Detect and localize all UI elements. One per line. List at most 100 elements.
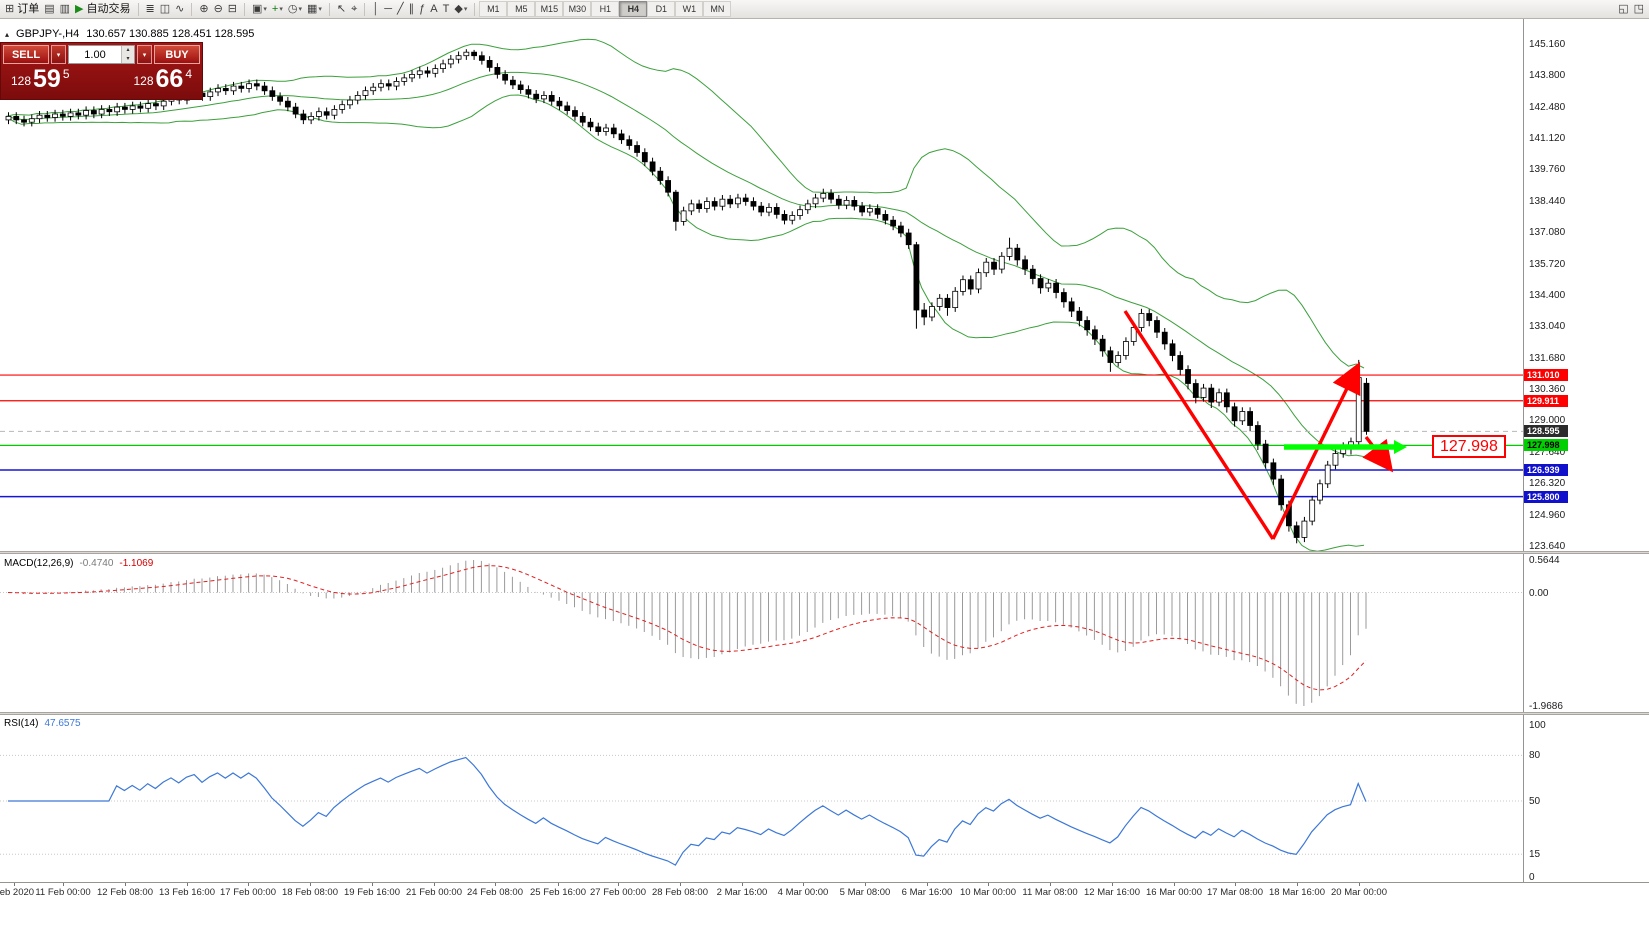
trendline-icon[interactable]: ╱ (395, 2, 406, 17)
buy-price-prefix: 128 (133, 74, 154, 88)
time-tick (988, 883, 989, 886)
periods-icon[interactable]: ◷ ▾ (286, 2, 304, 17)
volume-input[interactable]: 1.00 ▴ ▾ (68, 45, 135, 64)
price-axis-label: 134.400 (1529, 290, 1566, 301)
price-badge-bid: 128.595 (1524, 425, 1568, 437)
dropdown-caret-icon: ▾ (318, 5, 322, 13)
time-tick (618, 883, 619, 886)
horizontal-line-icon[interactable]: ─ (382, 2, 394, 17)
time-axis-label: 11 Mar 08:00 (1022, 887, 1078, 898)
timeframe-button-m5[interactable]: M5 (507, 1, 536, 17)
macd-main-value: -0.4740 (79, 558, 114, 569)
chart-shift-icon: ◱ (1618, 2, 1629, 15)
dropdown-caret-icon: ▾ (463, 5, 468, 13)
volume-value[interactable]: 1.00 (84, 48, 106, 61)
time-tick (1235, 883, 1236, 886)
timeframe-button-d1[interactable]: D1 (647, 1, 676, 17)
macd-axis-label: -1.9686 (1529, 701, 1563, 712)
line-chart-icon[interactable]: ∿ (173, 2, 186, 17)
sell-button[interactable]: SELL (3, 45, 49, 64)
zoom-out-icon[interactable]: ⊖ (212, 2, 225, 17)
timeframe-button-w1[interactable]: W1 (675, 1, 704, 17)
autotrading-button[interactable]: ▶ 自动交易 (73, 2, 132, 17)
time-tick (63, 883, 64, 886)
symbol-period: GBPJPY-,H4 (16, 28, 80, 40)
equidistant-channel-icon: ∥ (408, 2, 415, 15)
toolbar-separator (328, 2, 330, 16)
new-order-button[interactable]: ⊞ 订单 (3, 2, 41, 17)
buy-dropdown-icon[interactable]: ▾ (137, 45, 152, 64)
timeframe-button-m1[interactable]: M1 (479, 1, 508, 17)
time-axis-label: 13 Feb 16:00 (159, 887, 215, 898)
time-axis-label: 5 Mar 08:00 (839, 887, 891, 898)
price-axis-label: 131.680 (1529, 353, 1566, 364)
macd-axis-label: 0.5644 (1529, 555, 1560, 566)
time-axis-label: Feb 2020 (0, 887, 35, 898)
spin-up-icon[interactable]: ▴ (122, 46, 134, 55)
sell-dropdown-icon[interactable]: ▾ (51, 45, 66, 64)
text-label-icon[interactable]: T (441, 2, 452, 17)
new-chart-icon[interactable]: ▣ ▾ (250, 2, 269, 17)
rsi-panel-separator[interactable] (0, 712, 1649, 715)
support-price-callout[interactable]: 127.998 (1432, 435, 1506, 458)
one-click-toggle-icon[interactable]: ▴ (5, 29, 10, 39)
volume-stepper[interactable]: ▴ ▾ (121, 46, 134, 63)
chart-shift-icon[interactable]: ◱ (1616, 2, 1630, 17)
price-axis[interactable]: 145.160 143.800 142.480 141.120 139.760 138.4… (1523, 19, 1649, 883)
spin-down-icon[interactable]: ▾ (122, 54, 134, 63)
chart-autoscroll-icon[interactable]: ◳ (1632, 2, 1646, 17)
rsi-axis-label: 100 (1529, 720, 1546, 731)
main-chart-svg[interactable] (0, 19, 1523, 551)
macd-axis-label: 0.00 (1529, 588, 1549, 599)
timeframe-button-m30[interactable]: M30 (563, 1, 592, 17)
cursor-icon[interactable]: ↖ (335, 2, 348, 17)
fibonacci-icon[interactable]: ƒ (417, 2, 427, 17)
buy-button[interactable]: BUY (154, 45, 200, 64)
rsi-panel-svg[interactable] (0, 715, 1523, 882)
time-axis-label: 6 Mar 16:00 (901, 887, 953, 898)
text-icon[interactable]: A (428, 2, 439, 17)
one-click-trading-panel: SELL ▾ 1.00 ▴ ▾ ▾ BUY 128 59 5 (0, 42, 203, 100)
equidistant-channel-icon[interactable]: ∥ (407, 2, 417, 17)
rsi-indicator-label: RSI(14) 47.6575 (4, 718, 81, 729)
macd-panel-separator[interactable] (0, 551, 1649, 554)
timeframe-button-m15[interactable]: M15 (535, 1, 564, 17)
zoom-in-icon[interactable]: ⊕ (197, 2, 210, 17)
indicators-icon[interactable]: + ▾ (270, 2, 285, 17)
price-axis-label: 137.080 (1529, 227, 1566, 238)
crosshair-icon[interactable]: ⌖ (349, 2, 359, 17)
time-tick (248, 883, 249, 886)
new-chart-icon: ▣ (252, 2, 263, 15)
zoom-in-icon: ⊕ (199, 2, 209, 15)
new-order-icon: ⊞ (5, 2, 15, 15)
line-chart-icon: ∿ (175, 2, 185, 15)
bar-chart-icon[interactable]: ≣ (144, 2, 157, 17)
time-tick (680, 883, 681, 886)
print-icon[interactable]: ▤ (42, 2, 56, 17)
toolbar-separator (244, 2, 245, 16)
vertical-line-icon[interactable]: │ (370, 2, 381, 17)
autotrading-button-label: 自动交易 (86, 2, 131, 15)
tile-windows-icon[interactable]: ⊟ (226, 2, 239, 17)
dropdown-caret-icon: ▾ (279, 5, 283, 13)
macd-panel-svg[interactable] (0, 554, 1523, 712)
timeframe-button-mn[interactable]: MN (703, 1, 732, 17)
time-tick (558, 883, 559, 886)
price-axis-label: 142.480 (1529, 102, 1566, 113)
time-axis-label: 12 Mar 16:00 (1084, 887, 1140, 898)
price-axis-label: 138.440 (1529, 196, 1566, 207)
candlestick-chart-icon[interactable]: ◫ (158, 2, 172, 17)
price-badge-red: 131.010 (1524, 369, 1568, 381)
templates-icon[interactable]: ▦ ▾ (305, 2, 324, 17)
price-axis-label: 130.360 (1529, 384, 1566, 395)
time-axis-label: 16 Mar 00:00 (1146, 887, 1202, 898)
data-window-icon[interactable]: ▥ (58, 2, 72, 17)
chart-ohlc-header: ▴ GBPJPY-,H4 130.657 130.885 128.451 128… (5, 28, 254, 40)
timeframe-button-h1[interactable]: H1 (591, 1, 620, 17)
time-axis-label: 17 Feb 00:00 (220, 887, 276, 898)
chart-window[interactable]: ▴ GBPJPY-,H4 130.657 130.885 128.451 128… (0, 19, 1649, 944)
time-axis-label: 27 Feb 00:00 (590, 887, 646, 898)
arrows-icon[interactable]: ◆ ▾ (452, 2, 469, 17)
timeframe-button-h4[interactable]: H4 (619, 1, 648, 17)
